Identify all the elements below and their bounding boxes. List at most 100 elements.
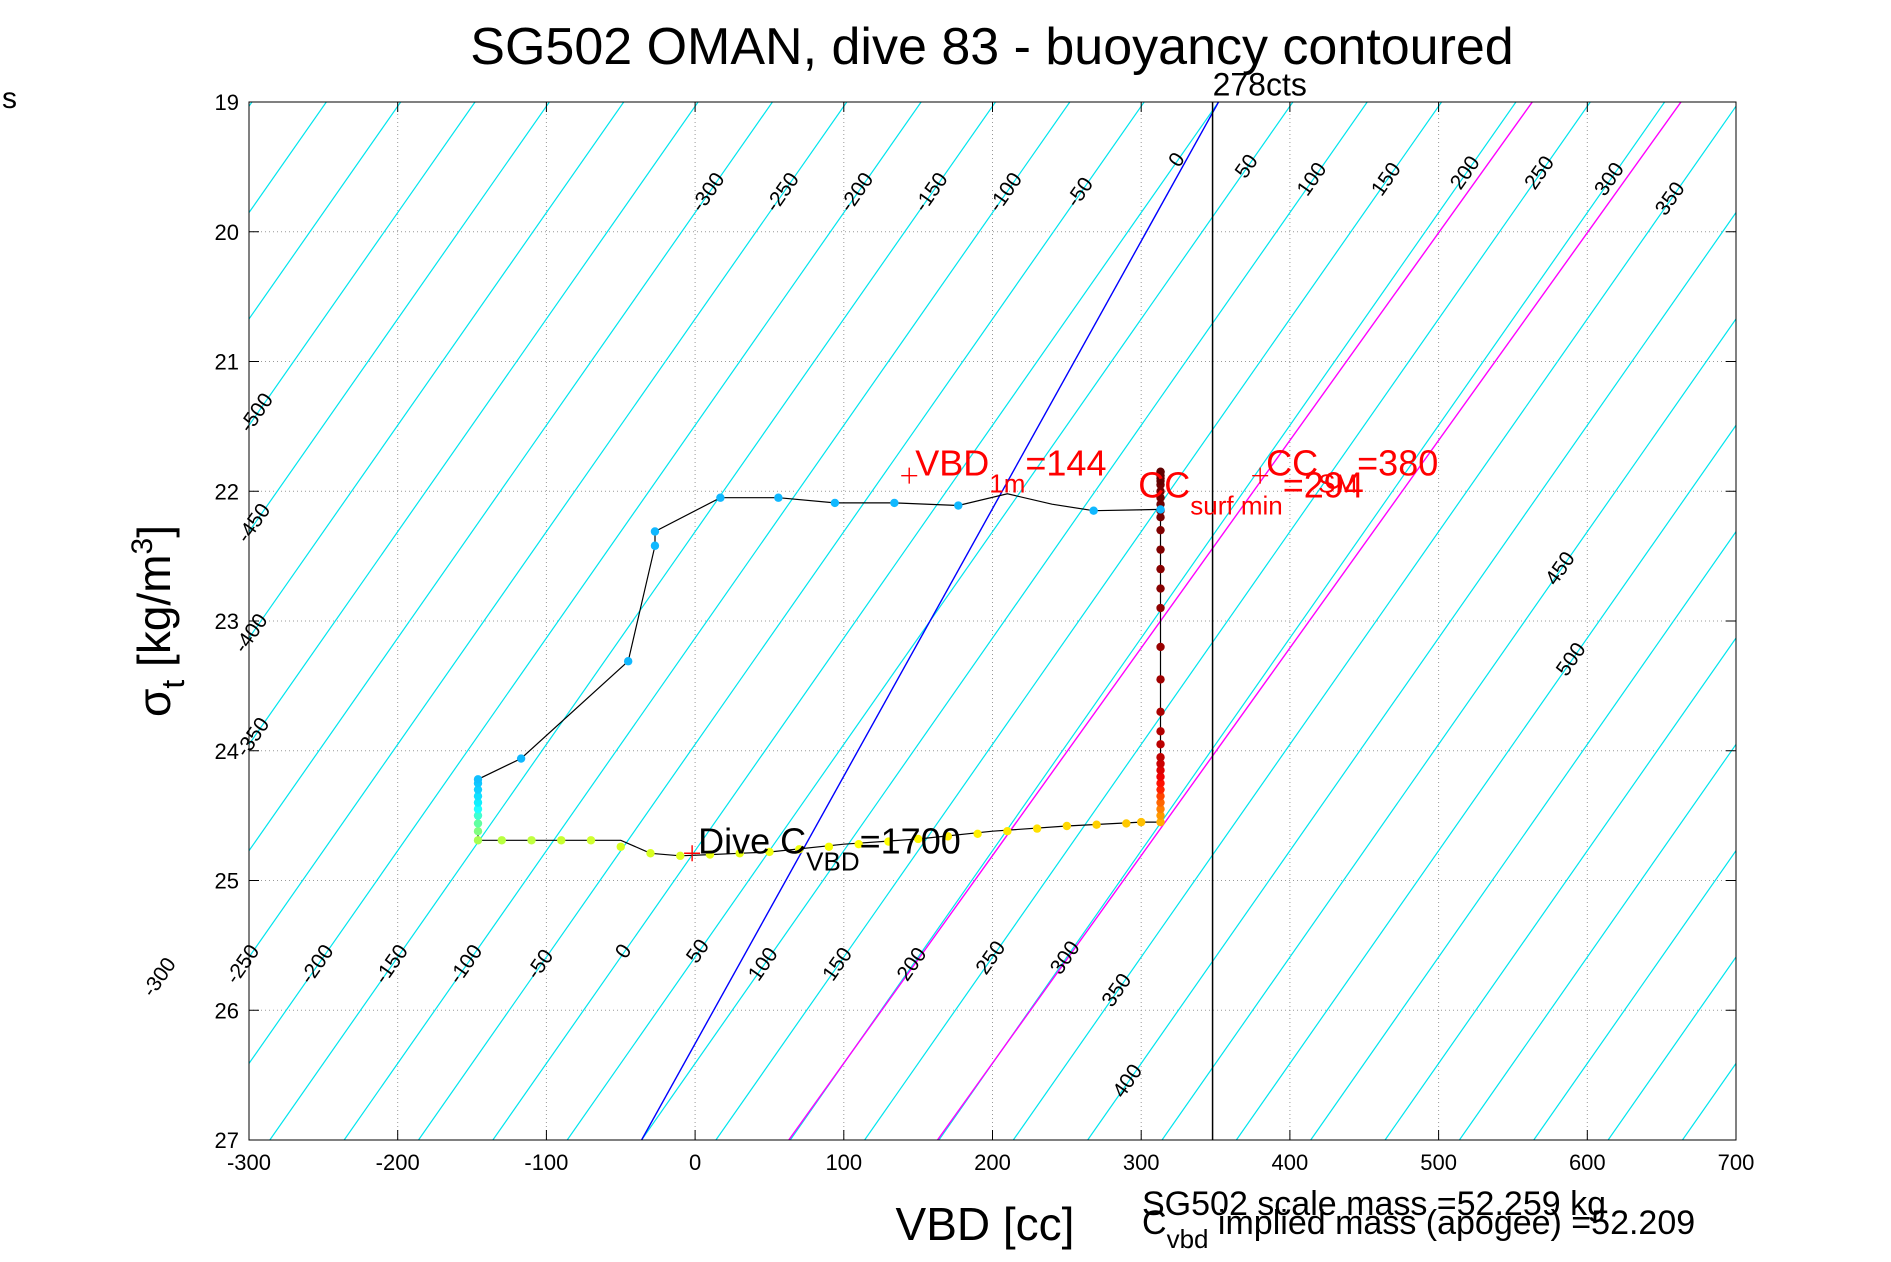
plus-marker: [684, 845, 701, 862]
trace-point: [1156, 493, 1165, 502]
trace-point: [1156, 740, 1165, 749]
annotation-sub: surf min: [1190, 491, 1282, 521]
svg-text:σt [kg/m3]: σt [kg/m3]: [126, 525, 191, 717]
contour-line: [1235, 424, 1736, 1140]
contour-line: [1757, 102, 1891, 1140]
y-axis-label-sup: 3: [126, 538, 159, 555]
y-axis-ticks: 19 20 21 22 23 24 25 26 27: [215, 90, 1736, 1153]
footer-implied-prefix: C: [1142, 1204, 1167, 1242]
annotation-suffix: =1700: [860, 820, 961, 861]
contour-line: [1607, 956, 1736, 1140]
annotation-prefix: Dive C: [698, 820, 806, 861]
contour-line: [1831, 102, 1891, 1140]
footer-scale-mass: SG502 scale mass =52.259 kg: [1142, 1185, 1606, 1223]
trace-point: [1156, 487, 1165, 496]
annotation-prefix: CC: [1266, 443, 1318, 484]
contour-line: [864, 102, 1591, 1140]
y-tick-label: 27: [215, 1128, 239, 1153]
trace-point: [1156, 791, 1165, 801]
annotation-label: VBD1m=144: [915, 443, 1106, 499]
contour-line: [249, 102, 848, 959]
y-axis-label-sub: t: [155, 680, 191, 689]
trace-point: [1156, 785, 1165, 794]
buoyancy-contours: [0, 102, 1891, 1140]
trace-point: [943, 832, 953, 841]
trace-point: [1156, 817, 1165, 827]
annotation-suffix: =380: [1357, 443, 1438, 484]
trace-point: [527, 836, 536, 845]
y-tick-label: 20: [215, 220, 239, 245]
trace-point: [516, 754, 526, 763]
y-axis-label-unit: [kg/m: [128, 554, 180, 679]
trace-point: [830, 498, 840, 508]
annotation-label: Dive CVBD=1700: [698, 820, 961, 876]
trace-point: [1062, 821, 1072, 831]
footer-implied-suffix: implied mass (apogee) =52.209: [1208, 1204, 1695, 1242]
corner-label: s: [2, 82, 17, 115]
annotation-sub: VBD: [806, 846, 859, 876]
trace-point: [497, 836, 506, 845]
trace-point: [473, 826, 483, 836]
contour-line: [249, 102, 699, 746]
contour-line: [1458, 743, 1736, 1140]
y-tick-label: 21: [215, 350, 239, 375]
trace-point: [774, 493, 783, 502]
trace-point: [913, 834, 923, 844]
trace-point: [954, 501, 963, 510]
contour-line: [715, 102, 1443, 1140]
trace-point: [716, 493, 725, 502]
contour-line: [1384, 636, 1736, 1140]
x-axis-ticks: -300 -200 -100 0 100 200 300 400 500 600 700: [227, 102, 1754, 1175]
x-tick-label: 700: [1718, 1150, 1755, 1175]
footer-implied-sub: vbd: [1167, 1224, 1209, 1254]
trace-point: [1156, 798, 1165, 807]
trace-point: [890, 498, 899, 508]
contour-line: [1087, 211, 1736, 1140]
contour-line: [269, 102, 996, 1140]
contour-line: [249, 102, 476, 427]
annotation-prefix: CC: [1138, 465, 1190, 506]
trace-point: [1156, 505, 1165, 514]
trace-point: [473, 785, 483, 794]
trace-point: [1156, 772, 1165, 781]
x-tick-label: 300: [1123, 1150, 1160, 1175]
x-axis-label: VBD [cc]: [896, 1198, 1075, 1250]
contour-line: [789, 102, 1517, 1140]
trace-point: [824, 842, 834, 851]
trace-point: [646, 849, 655, 858]
dive-trace: [473, 467, 1165, 861]
trace-point: [557, 836, 566, 845]
trace-point: [650, 541, 660, 550]
trace-point: [1156, 545, 1165, 554]
contour-line: [0, 102, 29, 1140]
x-tick-label: 200: [974, 1150, 1011, 1175]
annotation-prefix: VBD: [915, 443, 989, 484]
trace-point: [473, 836, 483, 845]
trace-point: [473, 804, 483, 814]
trace-point: [1089, 506, 1098, 515]
plus-marker: [1252, 467, 1269, 484]
x-tick-label: 500: [1420, 1150, 1457, 1175]
x-tick-label: 0: [689, 1150, 701, 1175]
trace-point: [1156, 642, 1165, 652]
contour-line: [418, 102, 1145, 1140]
annotation-label: CCsurf min=294: [1138, 465, 1364, 521]
y-axis-label: σt [kg/m3]: [126, 525, 191, 717]
contour-line: [1310, 530, 1736, 1140]
x-tick-label: -300: [227, 1150, 271, 1175]
trace-point: [473, 811, 483, 820]
trace-point: [1156, 564, 1165, 574]
trace-point: [1156, 513, 1165, 522]
contour-line: [249, 102, 625, 640]
trace-point: [1156, 759, 1165, 768]
y-tick-label: 19: [215, 90, 239, 115]
trace-point: [473, 791, 483, 801]
trace-point: [1137, 817, 1146, 827]
trace-point: [1122, 819, 1131, 828]
contour-label: -300: [138, 953, 181, 1001]
contour-line: [1533, 849, 1736, 1140]
contour-line: [492, 102, 1220, 1140]
x-tick-label: 400: [1272, 1150, 1309, 1175]
